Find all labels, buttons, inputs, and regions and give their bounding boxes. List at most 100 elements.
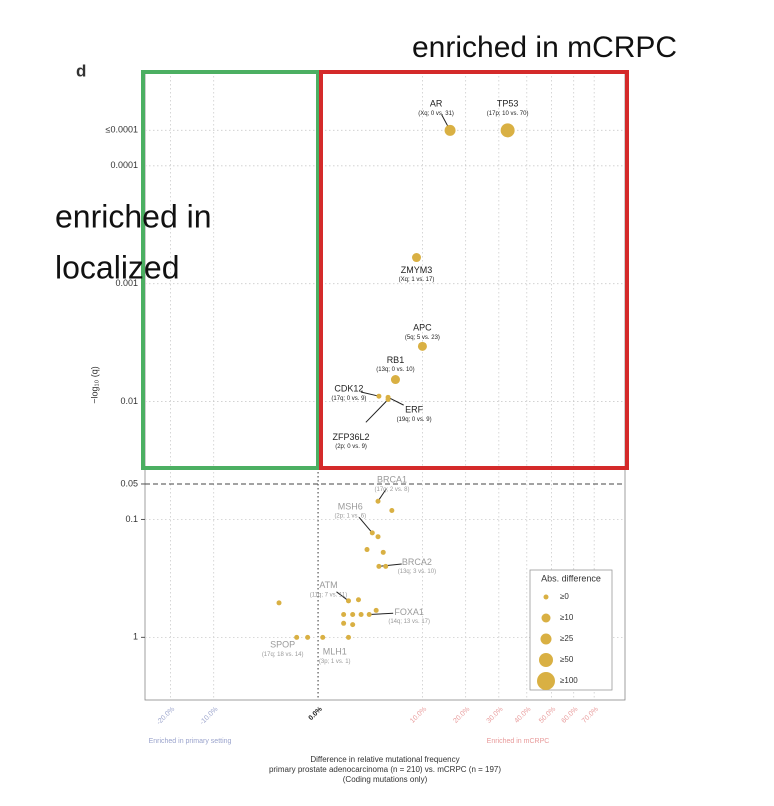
point [390, 375, 400, 385]
point [380, 549, 386, 555]
legend-marker [541, 613, 551, 623]
point-sublabel: (Xq; 0 vs. 31) [418, 111, 454, 117]
x-label-right: Enriched in mCRPC [487, 738, 550, 745]
legend-title: Abs. difference [541, 573, 601, 583]
point [375, 534, 381, 540]
point [276, 600, 282, 606]
x-tick-label: 40.0% [514, 706, 533, 725]
point [320, 634, 326, 640]
point [355, 597, 361, 603]
leader-line [358, 516, 373, 534]
point-label: ERF [405, 405, 424, 415]
point [500, 123, 515, 138]
legend-box [529, 569, 613, 691]
leader-line [360, 391, 380, 397]
point-sublabel: (17q; 2 vs. 8) [375, 487, 410, 493]
annotation: localized [55, 249, 180, 285]
point-sublabel: (14q; 13 vs. 17) [388, 619, 430, 625]
x-tick-label: -10.0% [199, 706, 220, 727]
point-sublabel: (19q; 0 vs. 9) [397, 417, 432, 423]
point [417, 341, 427, 351]
point-sublabel: (17q; 18 vs. 14) [262, 652, 304, 658]
point [412, 253, 422, 263]
point [369, 530, 375, 536]
y-tick-label: 0.0001 [110, 160, 138, 170]
legend-label: ≥50 [560, 655, 574, 664]
point [305, 634, 311, 640]
leader-line [369, 612, 394, 615]
x-tick-label: 60.0% [560, 706, 579, 725]
x-axis-label: (Coding mutations only) [343, 775, 428, 784]
legend-label: ≥25 [560, 634, 574, 643]
point-label: SPOP [270, 640, 295, 650]
point [350, 612, 356, 618]
point-label: BRCA2 [402, 557, 432, 567]
point-sublabel: (17p; 10 vs. 70) [487, 111, 529, 117]
y-tick-label: 0.1 [125, 514, 138, 524]
point-label: AR [430, 99, 443, 109]
point [366, 612, 372, 618]
x-tick-label: 30.0% [486, 706, 505, 725]
legend-label: ≥100 [560, 676, 578, 685]
x-tick-label: 20.0% [452, 706, 471, 725]
point [345, 598, 351, 604]
y-tick-label: 1 [133, 632, 138, 642]
x-axis-label: primary prostate adenocarcinoma (n = 210… [269, 765, 501, 774]
point [385, 396, 391, 402]
legend-marker [537, 672, 555, 690]
y-tick-label: ≤0.0001 [106, 125, 138, 135]
point-label: CDK12 [334, 384, 363, 394]
x-axis-label: Difference in relative mutational freque… [310, 755, 459, 764]
point-sublabel: (13q; 0 vs. 10) [376, 367, 414, 373]
x-label-left: Enriched in primary setting [149, 738, 232, 745]
point-label: BRCA1 [377, 475, 407, 485]
point [358, 612, 364, 618]
y-tick-label: 0.01 [120, 396, 138, 406]
point-sublabel: (13q; 3 vs. 10) [398, 569, 436, 575]
x-tick-label: 50.0% [538, 706, 557, 725]
y-tick-label: 0.001 [115, 278, 138, 288]
leader-line [365, 399, 389, 423]
point [373, 607, 379, 613]
legend-label: ≥10 [560, 613, 574, 622]
point-label: RB1 [387, 355, 405, 365]
point-label: MLH1 [323, 647, 347, 657]
highlight-localized [141, 70, 320, 470]
point [375, 498, 381, 504]
point-sublabel: (Xq; 1 vs. 17) [399, 277, 435, 283]
point-sublabel: (17q; 0 vs. 9) [331, 396, 366, 402]
x-tick-label: -20.0% [156, 706, 177, 727]
point-sublabel: (2p; 0 vs. 9) [335, 444, 367, 450]
legend-marker [539, 653, 553, 667]
point-sublabel: (3p; 1 vs. 1) [319, 659, 351, 665]
point-label: ATM [319, 580, 337, 590]
point-label: APC [413, 323, 432, 333]
point-label: ZMYM3 [401, 265, 433, 275]
point-label: TP53 [497, 99, 519, 109]
point [376, 563, 382, 569]
point [364, 547, 370, 553]
x-tick-label: 0.0% [308, 705, 325, 722]
point-sublabel: (5q; 5 vs. 23) [405, 335, 440, 341]
point [345, 634, 351, 640]
point-label: MSH6 [338, 501, 363, 511]
point-sublabel: (11q; 7 vs. 11) [310, 592, 347, 598]
y-tick-label: 0.05 [120, 478, 138, 488]
point [383, 563, 389, 569]
point-sublabel: (2p; 1 vs. 6) [334, 513, 366, 519]
point-label: ZFP36L2 [333, 432, 370, 442]
legend-marker [543, 594, 549, 600]
point-label: FOXA1 [394, 607, 424, 617]
y-axis-label: −log₁₀ (q) [89, 366, 99, 404]
annotation: enriched in mCRPC [412, 31, 677, 64]
highlight-mcrpc [319, 70, 629, 470]
point [389, 508, 395, 514]
point [350, 622, 356, 628]
leader-line [377, 488, 387, 502]
x-tick-label: 10.0% [409, 706, 428, 725]
leader-line [387, 396, 404, 406]
point [444, 124, 456, 136]
panel-label: d [76, 61, 86, 80]
legend-label: ≥0 [560, 592, 569, 601]
